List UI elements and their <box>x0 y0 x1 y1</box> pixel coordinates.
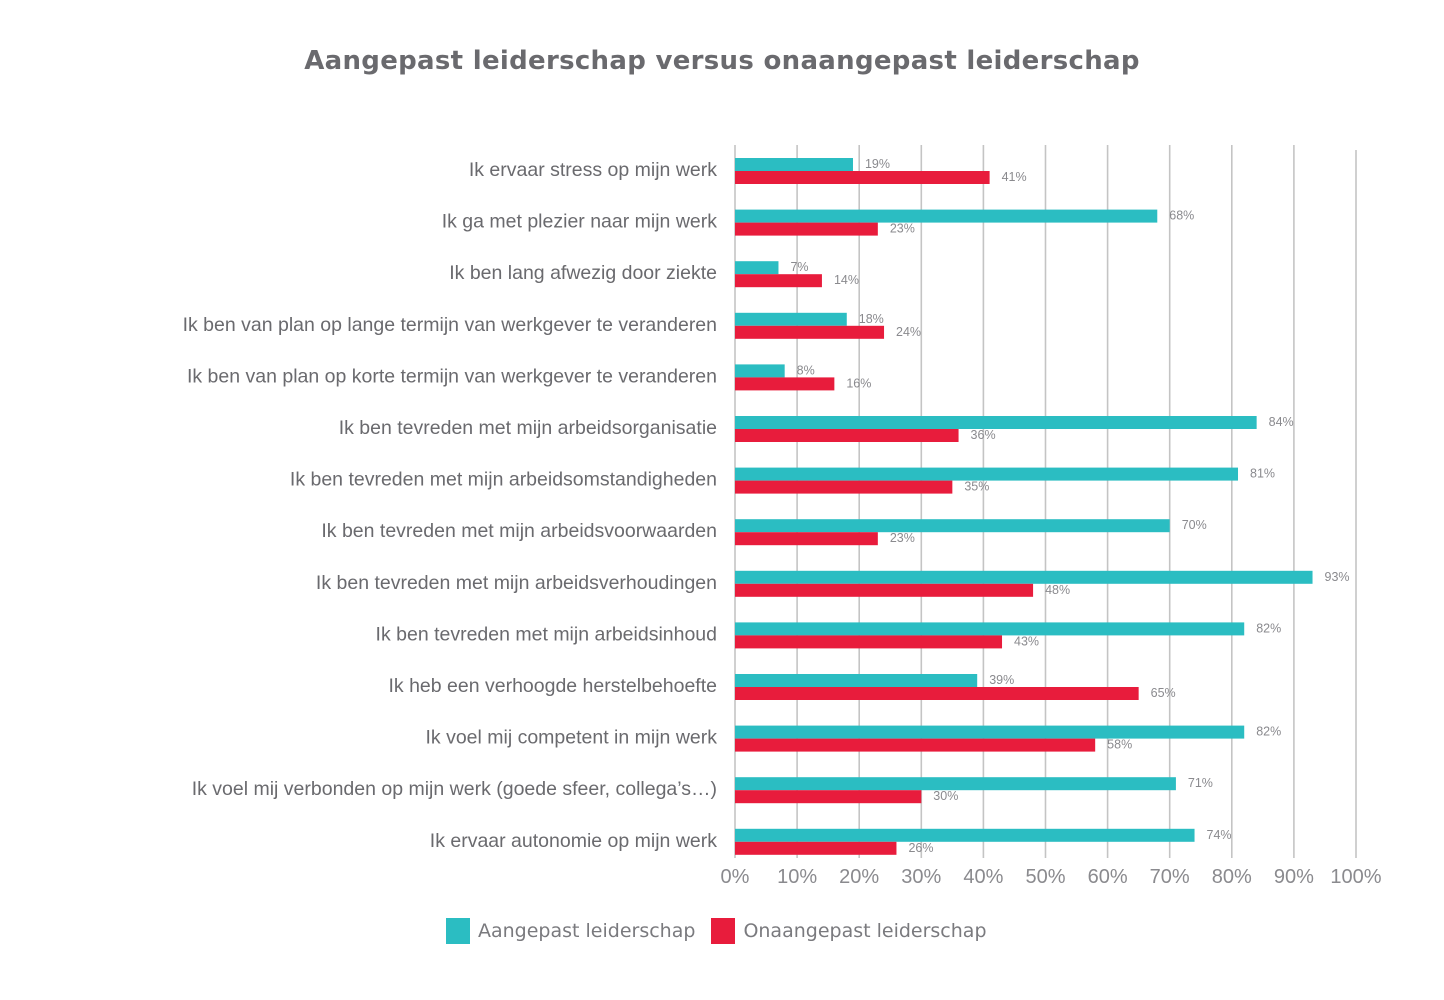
legend-item-onaangepast: Onaangepast leiderschap <box>711 918 987 944</box>
data-label: 18% <box>859 312 884 326</box>
bar-aangepast <box>735 209 1158 223</box>
gridlines <box>734 145 1357 858</box>
bar-onaangepast <box>735 274 822 288</box>
bar-onaangepast <box>735 790 922 804</box>
legend-swatch-aangepast <box>446 918 470 944</box>
data-label: 41% <box>1002 170 1027 184</box>
x-tick-label: 100% <box>1330 866 1381 888</box>
category-label: Ik heb een verhoogde herstelbehoefte <box>388 675 717 697</box>
bar-onaangepast <box>735 687 1139 700</box>
data-label: 70% <box>1182 518 1207 532</box>
bar-onaangepast <box>735 171 990 184</box>
data-label: 43% <box>1014 634 1039 648</box>
x-tick-label: 50% <box>1025 866 1065 888</box>
category-label: Ik ben tevreden met mijn arbeidsorganisa… <box>339 417 717 439</box>
bar-aangepast <box>735 570 1313 584</box>
data-label: 14% <box>834 273 859 287</box>
bar-onaangepast <box>735 325 885 339</box>
category-label: Ik ervaar stress op mijn werk <box>469 159 717 181</box>
category-label: Ik ervaar autonomie op mijn werk <box>430 830 717 852</box>
data-label: 16% <box>846 376 871 390</box>
x-tick-label: 80% <box>1212 866 1252 888</box>
data-label: 7% <box>790 260 808 274</box>
category-label: Ik ben tevreden met mijn arbeidsvoorwaar… <box>321 520 717 542</box>
data-label: 82% <box>1256 621 1281 635</box>
category-labels: Ik ervaar stress op mijn werk Ik ga met p… <box>183 159 718 852</box>
bar-aangepast <box>735 674 978 687</box>
bar-aangepast <box>735 261 779 275</box>
data-label: 74% <box>1207 828 1232 842</box>
x-tick-label: 90% <box>1274 866 1314 888</box>
bar-onaangepast <box>735 480 953 494</box>
bar-aangepast <box>735 416 1257 429</box>
x-tick-label: 40% <box>963 866 1003 888</box>
chart-title: Aangepast leiderschap versus onaangepast… <box>304 46 1140 76</box>
bar-aangepast <box>735 777 1176 791</box>
data-label: 48% <box>1045 583 1070 597</box>
value-labels: 19% 41% 68% 23% 7% 14% 18% 24% 8% 16% 84% 36% 81% 35%… <box>790 157 1349 855</box>
bar-aangepast <box>735 622 1245 636</box>
data-label: 30% <box>933 789 958 803</box>
bar-aangepast <box>735 312 847 326</box>
x-tick-label: 30% <box>901 866 941 888</box>
bar-onaangepast <box>735 532 878 546</box>
data-label: 23% <box>890 222 915 236</box>
bar-onaangepast <box>735 841 897 855</box>
bars <box>735 158 1313 855</box>
data-label: 39% <box>989 673 1014 687</box>
x-tick-label: 20% <box>839 866 879 888</box>
data-label: 24% <box>896 325 921 339</box>
bar-aangepast <box>735 467 1239 481</box>
x-tick-label: 0% <box>721 866 750 888</box>
data-label: 82% <box>1256 725 1281 739</box>
category-label: Ik ben tevreden met mijn arbeidsverhoudi… <box>316 572 717 594</box>
category-label: Ik voel mij competent in mijn werk <box>425 727 717 749</box>
legend-label-aangepast: Aangepast leiderschap <box>478 920 696 942</box>
bar-onaangepast <box>735 583 1034 597</box>
legend-item-aangepast: Aangepast leiderschap <box>446 918 695 944</box>
data-label: 93% <box>1325 570 1350 584</box>
bar-onaangepast <box>735 377 835 391</box>
data-label: 68% <box>1169 209 1194 223</box>
data-label: 58% <box>1107 738 1132 752</box>
category-label: Ik ben van plan op lange termijn van wer… <box>183 314 717 336</box>
category-label: Ik ben tevreden met mijn arbeidsomstandi… <box>290 469 717 491</box>
category-label: Ik ben lang afwezig door ziekte <box>449 262 717 284</box>
category-label: Ik ben tevreden met mijn arbeidsinhoud <box>376 623 717 645</box>
legend-swatch-onaangepast <box>711 918 736 944</box>
bar-onaangepast <box>735 429 959 442</box>
bar-aangepast <box>735 158 853 171</box>
bar-aangepast <box>735 364 785 378</box>
x-tick-label: 60% <box>1088 866 1128 888</box>
bar-onaangepast <box>735 222 878 236</box>
bar-aangepast <box>735 725 1245 739</box>
x-tick-label: 10% <box>777 866 817 888</box>
data-label: 23% <box>890 531 915 545</box>
data-label: 81% <box>1250 467 1275 481</box>
data-label: 65% <box>1151 686 1176 700</box>
data-label: 71% <box>1188 776 1213 790</box>
data-label: 8% <box>797 363 815 377</box>
x-axis-ticks: 0% 10% 20% 30% 40% 50% 60% 70% 80% 90% 100% <box>721 866 1382 888</box>
data-label: 19% <box>865 157 890 171</box>
bar-onaangepast <box>735 738 1096 752</box>
legend-label-onaangepast: Onaangepast leiderschap <box>743 920 987 942</box>
x-tick-label: 70% <box>1150 866 1190 888</box>
bar-onaangepast <box>735 635 1003 649</box>
data-label: 26% <box>908 841 933 855</box>
bar-aangepast <box>735 828 1195 842</box>
legend: Aangepast leiderschap Onaangepast leider… <box>446 918 1003 944</box>
data-label: 35% <box>964 480 989 494</box>
bar-aangepast <box>735 519 1170 533</box>
category-label: Ik ga met plezier naar mijn werk <box>442 211 718 233</box>
category-label: Ik ben van plan op korte termijn van wer… <box>187 365 717 387</box>
data-label: 36% <box>971 428 996 442</box>
category-label: Ik voel mij verbonden op mijn werk (goed… <box>192 778 717 800</box>
data-label: 84% <box>1269 415 1294 429</box>
